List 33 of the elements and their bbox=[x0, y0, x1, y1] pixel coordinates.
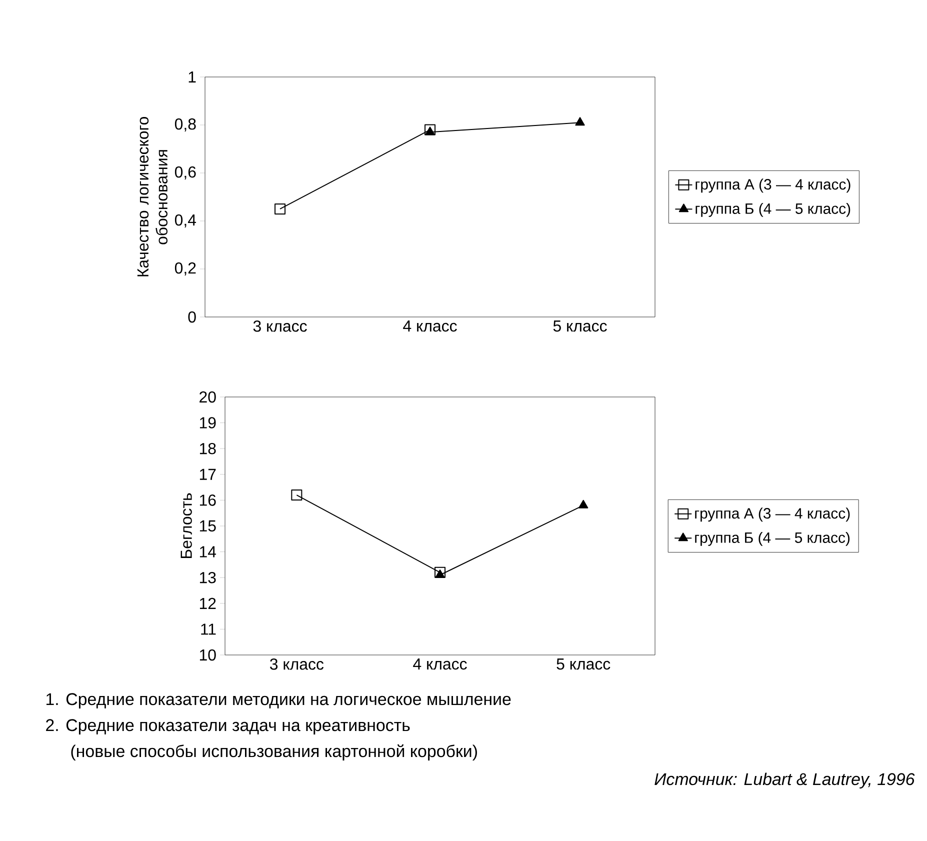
legend-label: группа Б (4 — 5 класс) bbox=[695, 532, 850, 546]
y-tick-label: 14 bbox=[200, 546, 216, 558]
y-tick-label: 0,4 bbox=[174, 214, 196, 228]
text: Источник: Lubart & Lautrey, 1996 bbox=[654, 772, 915, 788]
y-tick-label: 0 bbox=[188, 311, 196, 323]
x-tick-label: 5 класс bbox=[556, 658, 610, 670]
y-tick-label: 10 bbox=[200, 649, 216, 661]
text: 1. Средние показатели методики на логическое мышление bbox=[46, 693, 511, 708]
legend-label: группа А (3 — 4 класс) bbox=[695, 508, 850, 522]
y-tick-label: 19 bbox=[200, 417, 216, 428]
legend-label: группа А (3 — 4 класс) bbox=[696, 178, 850, 193]
y-tick-label: 0,2 bbox=[174, 262, 196, 276]
x-tick-label: 3 класс bbox=[253, 320, 307, 332]
y-tick-label: 0,8 bbox=[174, 118, 196, 132]
y-tick-label: 12 bbox=[200, 598, 216, 609]
y-tick-label: 15 bbox=[200, 520, 216, 532]
x-tick-label: 4 класс bbox=[403, 320, 457, 332]
y-tick-label: 20 bbox=[200, 391, 216, 403]
text: 2. Средние показатели задач на креативность bbox=[46, 719, 410, 734]
y-tick-label: 1 bbox=[188, 71, 196, 82]
y-tick-label: 17 bbox=[200, 468, 216, 480]
y-tick-label: 13 bbox=[200, 572, 216, 584]
y-tick-label: 16 bbox=[200, 494, 216, 506]
y-tick-label: 0,6 bbox=[174, 166, 196, 180]
y-axis-title: Качество логического обоснования bbox=[137, 117, 168, 276]
y-tick-label: 18 bbox=[200, 442, 216, 454]
x-tick-label: 4 класс bbox=[413, 658, 467, 670]
text: (новые способы использования картонной коробки) bbox=[71, 744, 477, 760]
legend-label: группа Б (4 — 5 класс) bbox=[696, 202, 850, 217]
x-tick-label: 3 класс bbox=[270, 658, 324, 670]
x-tick-label: 5 класс bbox=[553, 320, 607, 332]
y-axis-title: Беглость bbox=[180, 493, 192, 558]
y-tick-label: 11 bbox=[201, 624, 216, 635]
